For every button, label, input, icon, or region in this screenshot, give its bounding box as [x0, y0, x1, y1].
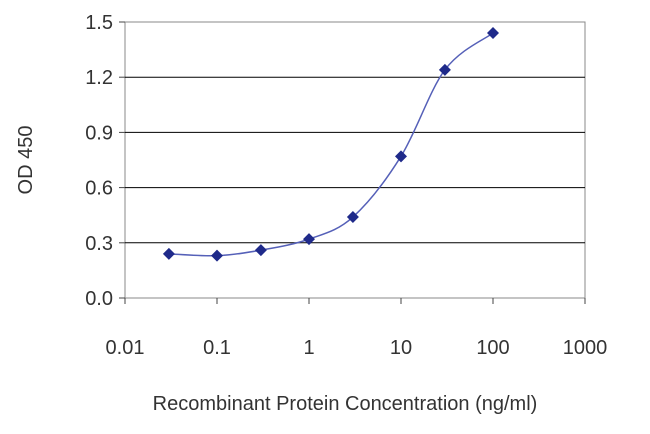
data-point-marker	[346, 211, 359, 224]
x-tick-label: 10	[390, 337, 412, 359]
x-tick-label: 1	[303, 337, 314, 359]
data-point-marker	[254, 244, 267, 257]
y-tick-label: 0.6	[85, 178, 113, 200]
y-axis-ticks: 0.0 0.3 0.6 0.9 1.2 1.5	[85, 12, 125, 310]
y-tick-label: 1.5	[85, 12, 113, 34]
y-tick-label: 0.9	[85, 122, 113, 144]
y-tick-label: 0.0	[85, 288, 113, 310]
data-point-marker	[395, 150, 407, 163]
data-point-marker	[162, 247, 175, 260]
data-point-marker	[487, 27, 499, 40]
data-point-marker	[303, 233, 315, 246]
y-tick-label: 1.2	[85, 67, 113, 89]
data-point-marker	[438, 63, 451, 76]
data-point-marker	[211, 249, 223, 262]
x-axis-title: Recombinant Protein Concentration (ng/ml…	[153, 393, 538, 415]
x-axis-ticks: 0.01 0.1 1 10 100 1000	[106, 298, 608, 359]
series-layer	[162, 27, 499, 262]
fit-curve	[168, 32, 494, 257]
plot-frame	[124, 21, 586, 299]
y-tick-label: 0.3	[85, 233, 113, 255]
y-axis-title: OD 450	[15, 126, 37, 195]
grid-lines	[125, 76, 585, 244]
x-tick-label: 100	[476, 337, 509, 359]
plot-area	[124, 21, 586, 299]
x-tick-label: 0.01	[106, 337, 145, 359]
x-tick-label: 1000	[563, 337, 608, 359]
x-tick-label: 0.1	[203, 337, 231, 359]
